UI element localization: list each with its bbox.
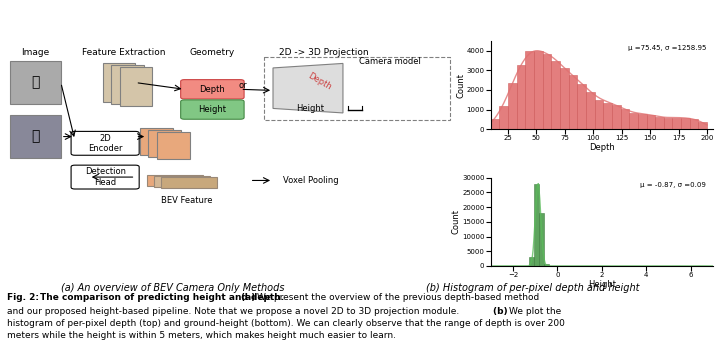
Bar bbox=[517, 65, 526, 129]
FancyBboxPatch shape bbox=[9, 115, 60, 158]
X-axis label: Depth: Depth bbox=[589, 143, 615, 152]
Bar bbox=[147, 175, 203, 186]
Bar bbox=[534, 51, 543, 129]
Text: Voxel Pooling: Voxel Pooling bbox=[282, 176, 338, 185]
Bar bbox=[543, 54, 552, 129]
Bar bbox=[569, 75, 577, 129]
Y-axis label: Count: Count bbox=[451, 209, 461, 234]
Bar bbox=[154, 176, 210, 187]
FancyBboxPatch shape bbox=[9, 61, 60, 104]
Bar bbox=[161, 177, 217, 188]
Bar bbox=[690, 119, 698, 129]
Text: Detection
Head: Detection Head bbox=[85, 167, 125, 187]
Text: (a): (a) bbox=[241, 293, 258, 302]
Text: 2D -> 3D Projection: 2D -> 3D Projection bbox=[279, 48, 369, 57]
Bar bbox=[672, 118, 681, 129]
Bar bbox=[681, 118, 690, 129]
Text: (b): (b) bbox=[493, 307, 511, 316]
Text: We present the overview of the previous depth-based method: We present the overview of the previous … bbox=[257, 293, 539, 302]
Bar bbox=[103, 63, 135, 102]
Text: 2D
Encoder: 2D Encoder bbox=[88, 134, 122, 153]
FancyBboxPatch shape bbox=[71, 165, 139, 189]
Text: or: or bbox=[238, 81, 247, 90]
Bar bbox=[508, 84, 517, 129]
Text: Height: Height bbox=[297, 104, 324, 113]
Bar bbox=[544, 264, 549, 266]
Text: meters while the height is within 5 meters, which makes height much easier to le: meters while the height is within 5 mete… bbox=[7, 331, 396, 340]
Bar bbox=[629, 113, 638, 129]
Text: We plot the: We plot the bbox=[509, 307, 562, 316]
Y-axis label: Count: Count bbox=[456, 73, 465, 98]
Bar bbox=[120, 68, 152, 106]
Text: Depth: Depth bbox=[306, 71, 333, 92]
FancyBboxPatch shape bbox=[181, 80, 244, 99]
Text: Image: Image bbox=[21, 48, 49, 57]
Text: and our proposed height-based pipeline. Note that we propose a novel 2D to 3D pr: and our proposed height-based pipeline. … bbox=[7, 307, 462, 316]
Text: μ = -0.87, σ =0.09: μ = -0.87, σ =0.09 bbox=[640, 182, 706, 188]
Text: Geometry: Geometry bbox=[190, 48, 235, 57]
Text: BEV Feature: BEV Feature bbox=[161, 196, 212, 205]
Bar bbox=[595, 100, 603, 129]
Bar bbox=[603, 103, 612, 129]
Text: (a) An overview of BEV Camera Only Methods: (a) An overview of BEV Camera Only Metho… bbox=[61, 283, 284, 293]
Text: The comparison of predicting height and depth.: The comparison of predicting height and … bbox=[40, 293, 287, 302]
FancyBboxPatch shape bbox=[71, 131, 139, 155]
Text: Camera model: Camera model bbox=[359, 57, 420, 66]
Text: Depth: Depth bbox=[199, 85, 225, 94]
Bar bbox=[157, 132, 189, 159]
Bar bbox=[621, 109, 629, 129]
Bar bbox=[148, 130, 181, 157]
Bar bbox=[698, 122, 707, 129]
FancyBboxPatch shape bbox=[181, 100, 244, 119]
Bar bbox=[539, 213, 544, 266]
Bar bbox=[140, 128, 173, 154]
Bar bbox=[664, 118, 672, 129]
Text: (b) Histogram of per-pixel depth and height: (b) Histogram of per-pixel depth and hei… bbox=[426, 283, 639, 293]
Text: 🚗: 🚗 bbox=[31, 76, 40, 90]
Text: μ =75.45, σ =1258.95: μ =75.45, σ =1258.95 bbox=[628, 45, 706, 51]
Bar bbox=[552, 61, 560, 129]
Polygon shape bbox=[273, 63, 343, 113]
Text: Fig. 2:: Fig. 2: bbox=[7, 293, 42, 302]
Bar bbox=[500, 106, 508, 129]
X-axis label: Height: Height bbox=[588, 280, 616, 288]
Bar bbox=[529, 257, 534, 266]
Text: Feature Extraction: Feature Extraction bbox=[82, 48, 166, 57]
Bar bbox=[577, 84, 586, 129]
Bar bbox=[111, 65, 144, 104]
Bar bbox=[638, 114, 647, 129]
Bar bbox=[612, 105, 621, 129]
Bar bbox=[534, 183, 539, 266]
Bar bbox=[560, 69, 569, 129]
Text: 🚙: 🚙 bbox=[31, 130, 40, 144]
Bar bbox=[491, 119, 500, 129]
Bar bbox=[526, 51, 534, 129]
Text: histogram of per-pixel depth (top) and ground-height (bottom). We can clearly ob: histogram of per-pixel depth (top) and g… bbox=[7, 319, 565, 328]
Bar bbox=[655, 117, 664, 129]
Text: Height: Height bbox=[199, 105, 226, 114]
Bar bbox=[647, 115, 655, 129]
Bar bbox=[586, 92, 595, 129]
